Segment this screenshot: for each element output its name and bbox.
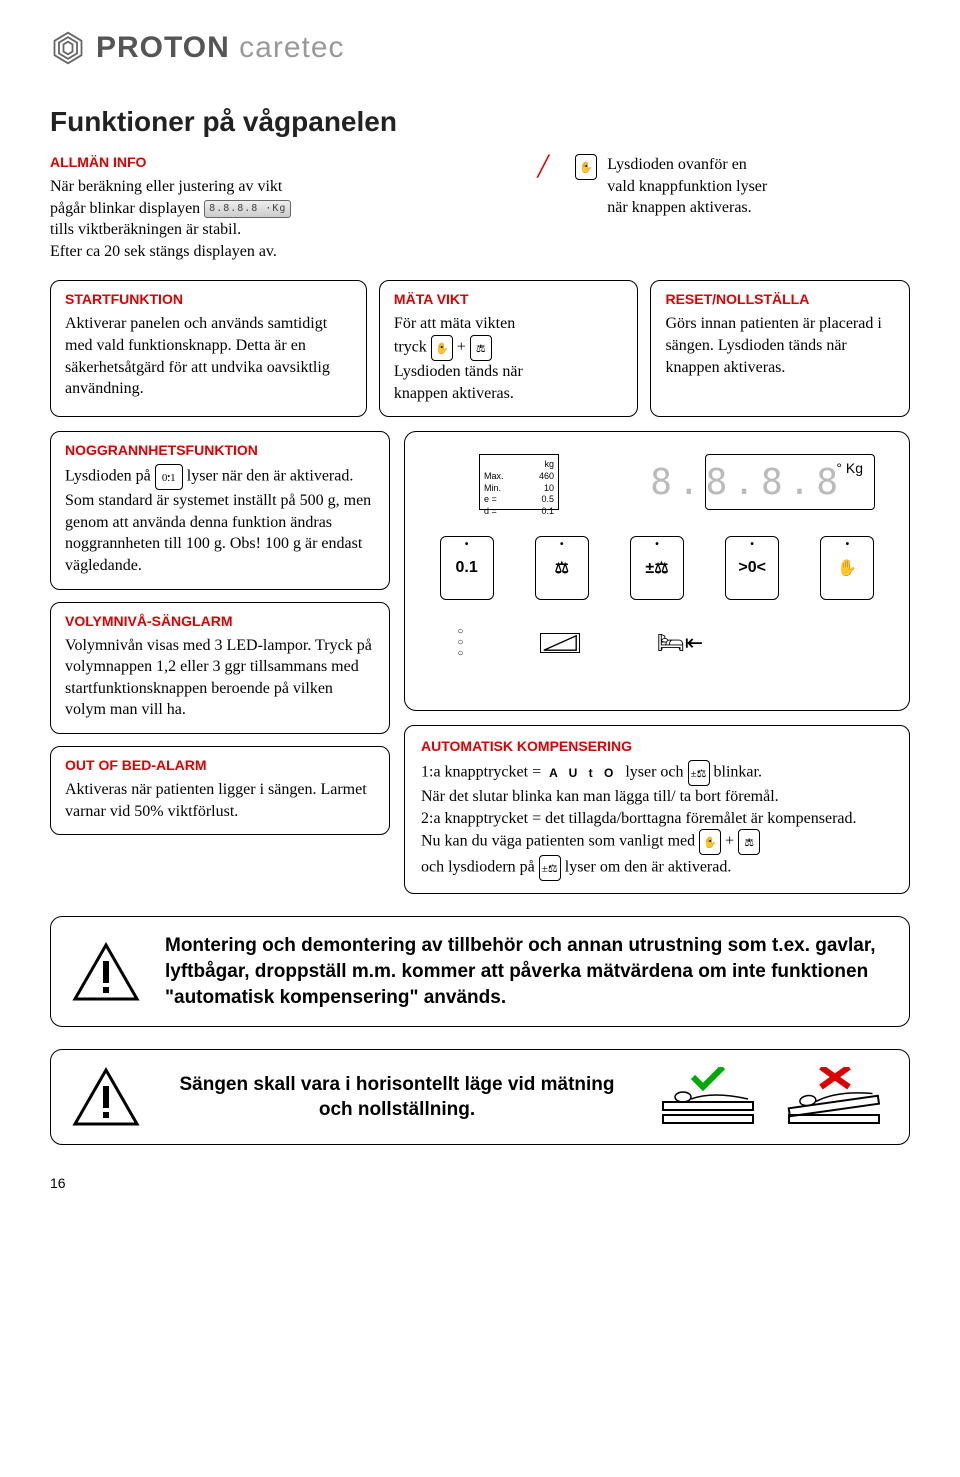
intro-label: ALLMÄN INFO bbox=[50, 154, 497, 170]
intro-right-text: Lysdioden ovanför en vald knappfunktion … bbox=[607, 154, 767, 262]
warn1-text: Montering och demontering av tillbehör o… bbox=[165, 933, 889, 1010]
intro-left: ALLMÄN INFO När beräkning eller justerin… bbox=[50, 154, 497, 262]
volym-label: VOLYMNIVÅ-SÄNGLARM bbox=[65, 613, 375, 629]
nogg-label: NOGGRANNHETSFUNKTION bbox=[65, 442, 375, 458]
scale-icon: ⚖ bbox=[738, 829, 760, 855]
panel-btn-zero[interactable]: >0< bbox=[725, 536, 779, 600]
mata-text: För att mäta vikten tryck ✋ + ⚖ Lysdiode… bbox=[394, 313, 624, 404]
card-nogg: NOGGRANNHETSFUNKTION Lysdioden på 0.1 ly… bbox=[50, 431, 390, 589]
nogg-text: Lysdioden på 0.1 lyser när den är aktive… bbox=[65, 464, 375, 576]
panel-btn-0-1[interactable]: 0.1 bbox=[440, 536, 494, 600]
warning-triangle-icon bbox=[71, 941, 141, 1003]
left-stack: NOGGRANNHETSFUNKTION Lysdioden på 0.1 ly… bbox=[50, 431, 390, 894]
scale-icon: ⚖ bbox=[470, 335, 492, 361]
card-oob: OUT OF BED-ALARM Aktiveras när patienten… bbox=[50, 746, 390, 835]
brand-thin: caretec bbox=[239, 31, 344, 64]
pm-scale-icon: ±⚖ bbox=[539, 855, 561, 881]
bed-illustrations bbox=[653, 1067, 889, 1127]
auto-label: AUTOMATISK KOMPENSERING bbox=[421, 738, 893, 754]
kg-label: ° Kg bbox=[836, 460, 863, 476]
mata-label: MÄTA VIKT bbox=[394, 291, 624, 307]
intro-right: ╱ ✋ Lysdioden ovanför en vald knappfunkt… bbox=[537, 154, 910, 262]
reset-label: RESET/NOLLSTÄLLA bbox=[665, 291, 895, 307]
panel-wrap: kg Max.460 Min.10 e =0.5 d =0.1 8.8.8.8 … bbox=[404, 431, 910, 894]
start-label: STARTFUNKTION bbox=[65, 291, 352, 307]
bed-icon: 🛏︎⇤ bbox=[657, 630, 703, 656]
auto-seg-text: A U t O bbox=[545, 766, 621, 780]
logo-icon bbox=[50, 30, 86, 66]
brand-text: PROTON caretec bbox=[96, 31, 345, 65]
card-mata: MÄTA VIKT För att mäta vikten tryck ✋ + … bbox=[379, 280, 639, 417]
brand-bold: PROTON bbox=[96, 31, 230, 64]
display-badge-icon: 8.8.8.8 ·Kg bbox=[204, 200, 291, 218]
start-text: Aktiverar panelen och används samtidigt … bbox=[65, 313, 352, 399]
page-title: Funktioner på vågpanelen bbox=[50, 106, 910, 138]
pm-scale-icon: ±⚖ bbox=[688, 760, 710, 786]
warning-triangle-icon bbox=[71, 1066, 141, 1128]
panel-btn-scale[interactable]: ⚖ bbox=[535, 536, 589, 600]
three-cards: STARTFUNKTION Aktiverar panelen och anvä… bbox=[50, 280, 910, 417]
oob-text: Aktiveras när patienten ligger i sängen.… bbox=[65, 779, 375, 822]
intro-text: När beräkning eller justering av vikt på… bbox=[50, 176, 497, 262]
volym-text: Volymnivån visas med 3 LED-lampor. Tryck… bbox=[65, 635, 375, 721]
bed-ok-icon bbox=[653, 1067, 763, 1127]
page-number: 16 bbox=[50, 1175, 910, 1191]
hand-icon: ✋ bbox=[431, 335, 453, 361]
warn2-text: Sängen skall vara i horisontellt läge vi… bbox=[165, 1072, 629, 1123]
badge-0-1-icon: 0.1 bbox=[155, 464, 183, 490]
scale-panel: kg Max.460 Min.10 e =0.5 d =0.1 8.8.8.8 … bbox=[404, 431, 910, 711]
oob-label: OUT OF BED-ALARM bbox=[65, 757, 375, 773]
auto-text: 1:a knapptrycket = A U t O lyser och ±⚖ … bbox=[421, 760, 893, 881]
panel-btn-hand[interactable]: ✋ bbox=[820, 536, 874, 600]
brand-header: PROTON caretec bbox=[50, 30, 910, 66]
button-row: 0.1 ⚖ ±⚖ >0< ✋ bbox=[419, 536, 895, 600]
lower-row: ○○○ 🛏︎⇤ bbox=[419, 626, 895, 659]
card-start: STARTFUNKTION Aktiverar panelen och anvä… bbox=[50, 280, 367, 417]
info-box: kg Max.460 Min.10 e =0.5 d =0.1 bbox=[479, 454, 559, 510]
bed-bad-icon bbox=[779, 1067, 889, 1127]
volume-slope-icon bbox=[540, 633, 580, 653]
card-auto: AUTOMATISK KOMPENSERING 1:a knapptrycket… bbox=[404, 725, 910, 894]
warning-2: Sängen skall vara i horisontellt läge vi… bbox=[50, 1049, 910, 1145]
card-reset: RESET/NOLLSTÄLLA Görs innan patienten är… bbox=[650, 280, 910, 417]
intro-row: ALLMÄN INFO När beräkning eller justerin… bbox=[50, 154, 910, 262]
button-icon: ✋ bbox=[575, 154, 597, 180]
leader-line: ╱ bbox=[537, 154, 565, 262]
card-volym: VOLYMNIVÅ-SÄNGLARM Volymnivån visas med … bbox=[50, 602, 390, 734]
reset-text: Görs innan patienten är placerad i sänge… bbox=[665, 313, 895, 378]
panel-btn-pm[interactable]: ±⚖ bbox=[630, 536, 684, 600]
main-flex: NOGGRANNHETSFUNKTION Lysdioden på 0.1 ly… bbox=[50, 431, 910, 894]
warning-1: Montering och demontering av tillbehör o… bbox=[50, 916, 910, 1027]
volume-dots-icon: ○○○ bbox=[457, 626, 463, 659]
hand-icon: ✋ bbox=[699, 829, 721, 855]
